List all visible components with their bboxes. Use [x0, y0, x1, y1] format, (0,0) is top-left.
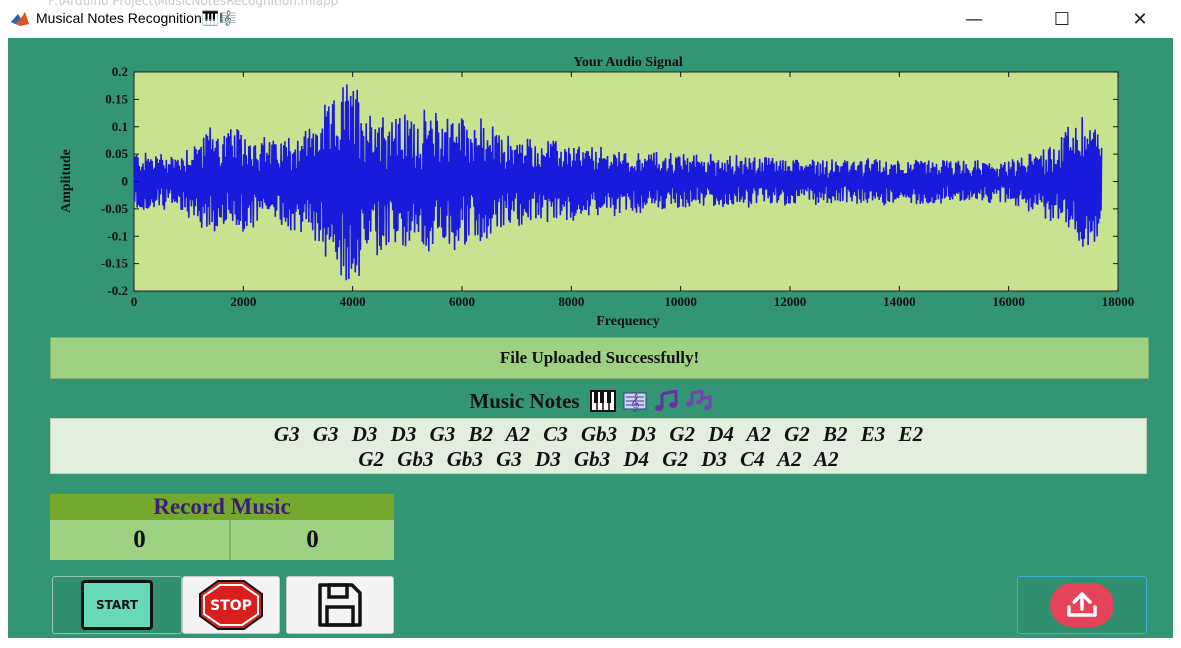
music-notes-label: Music Notes	[469, 388, 580, 413]
x-tick-label: 12000	[774, 294, 807, 309]
window-bottom-edge	[0, 638, 1181, 648]
y-tick-label: -0.2	[107, 283, 128, 298]
start-label: START	[81, 580, 153, 630]
status-message-bar: File Uploaded Successfully!	[50, 337, 1149, 379]
maximize-button[interactable]: ☐	[1053, 8, 1071, 30]
x-tick-label: 18000	[1102, 294, 1135, 309]
title-bar: F:\Arduino Project\MusicNotesRecognition…	[0, 0, 1181, 39]
x-axis-label: Frequency	[596, 314, 660, 329]
piano-icon	[589, 390, 616, 412]
notes-line-1: G3 G3 D3 D3 G3 B2 A2 C3 Gb3 D3 G2 D4 A2 …	[273, 422, 924, 446]
start-button[interactable]: START	[52, 576, 182, 634]
stop-button[interactable]: STOP	[182, 576, 280, 634]
close-button[interactable]: ✕	[1132, 8, 1148, 30]
x-tick-label: 6000	[449, 294, 475, 309]
upload-button[interactable]	[1017, 576, 1147, 634]
floppy-disk-icon	[318, 583, 362, 627]
y-axis-label: Amplitude	[59, 149, 74, 213]
x-tick-label: 8000	[558, 294, 584, 309]
notes-line-2: G2 Gb3 Gb3 G3 D3 Gb3 D4 G2 D3 C4 A2 A2	[358, 447, 839, 471]
y-axis-ticks: 0.2 0.15 0.1 0.05 0 -0.05 -0.1 -0.15 -0.2	[101, 64, 1118, 298]
svg-text:𝄞: 𝄞	[630, 393, 639, 412]
y-tick-label: -0.05	[101, 201, 129, 216]
y-tick-label: -0.1	[107, 228, 128, 243]
window-title: Musical Notes Recognition🎹🎼	[36, 10, 237, 26]
y-tick-label: 0.05	[105, 146, 128, 161]
record-value-left: 0	[50, 520, 229, 560]
x-tick-label: 2000	[230, 294, 256, 309]
y-tick-label: -0.15	[101, 256, 129, 271]
status-message: File Uploaded Successfully!	[499, 348, 700, 367]
x-axis-ticks: 0 2000 4000 6000 8000 10000 12000 14000 16000 180…	[131, 72, 1135, 309]
minimize-button[interactable]: —	[965, 8, 983, 30]
stop-sign-icon: STOP	[199, 580, 263, 630]
x-tick-label: 10000	[664, 294, 697, 309]
y-tick-label: 0.1	[112, 119, 128, 134]
audio-signal-chart: 0 2000 4000 6000 8000 10000 12000 14000 16000 180…	[59, 55, 1135, 329]
audio-signal-line	[133, 84, 1103, 281]
window-path-text: F:\Arduino Project\MusicNotesRecognition…	[48, 0, 339, 8]
y-tick-label: 0.2	[112, 64, 128, 79]
chart-title: Your Audio Signal	[573, 55, 683, 70]
x-tick-label: 16000	[992, 294, 1025, 309]
save-button[interactable]	[286, 576, 394, 634]
stop-label: STOP	[210, 598, 252, 614]
record-divider	[229, 520, 231, 560]
musical-notes-icon	[685, 390, 712, 412]
x-tick-label: 0	[131, 294, 138, 309]
sheet-music-icon: 𝄞	[622, 390, 648, 412]
upload-icon	[1050, 583, 1114, 627]
record-music-title: Record Music	[50, 494, 394, 520]
y-tick-label: 0.15	[105, 91, 128, 106]
music-notes-heading: Music Notes 𝄞	[0, 386, 1181, 416]
music-notes-output: G3 G3 D3 D3 G3 B2 A2 C3 Gb3 D3 G2 D4 A2 …	[50, 418, 1147, 474]
y-tick-label: 0	[122, 174, 129, 189]
x-tick-label: 4000	[340, 294, 366, 309]
record-music-panel: Record Music 0 0	[50, 494, 394, 560]
x-tick-label: 14000	[883, 294, 916, 309]
signal-series	[133, 84, 1103, 281]
window-left-edge	[0, 38, 8, 648]
matlab-icon	[11, 12, 29, 26]
music-note-icon	[654, 390, 680, 412]
window-right-edge	[1173, 38, 1181, 648]
record-value-right: 0	[231, 520, 394, 560]
